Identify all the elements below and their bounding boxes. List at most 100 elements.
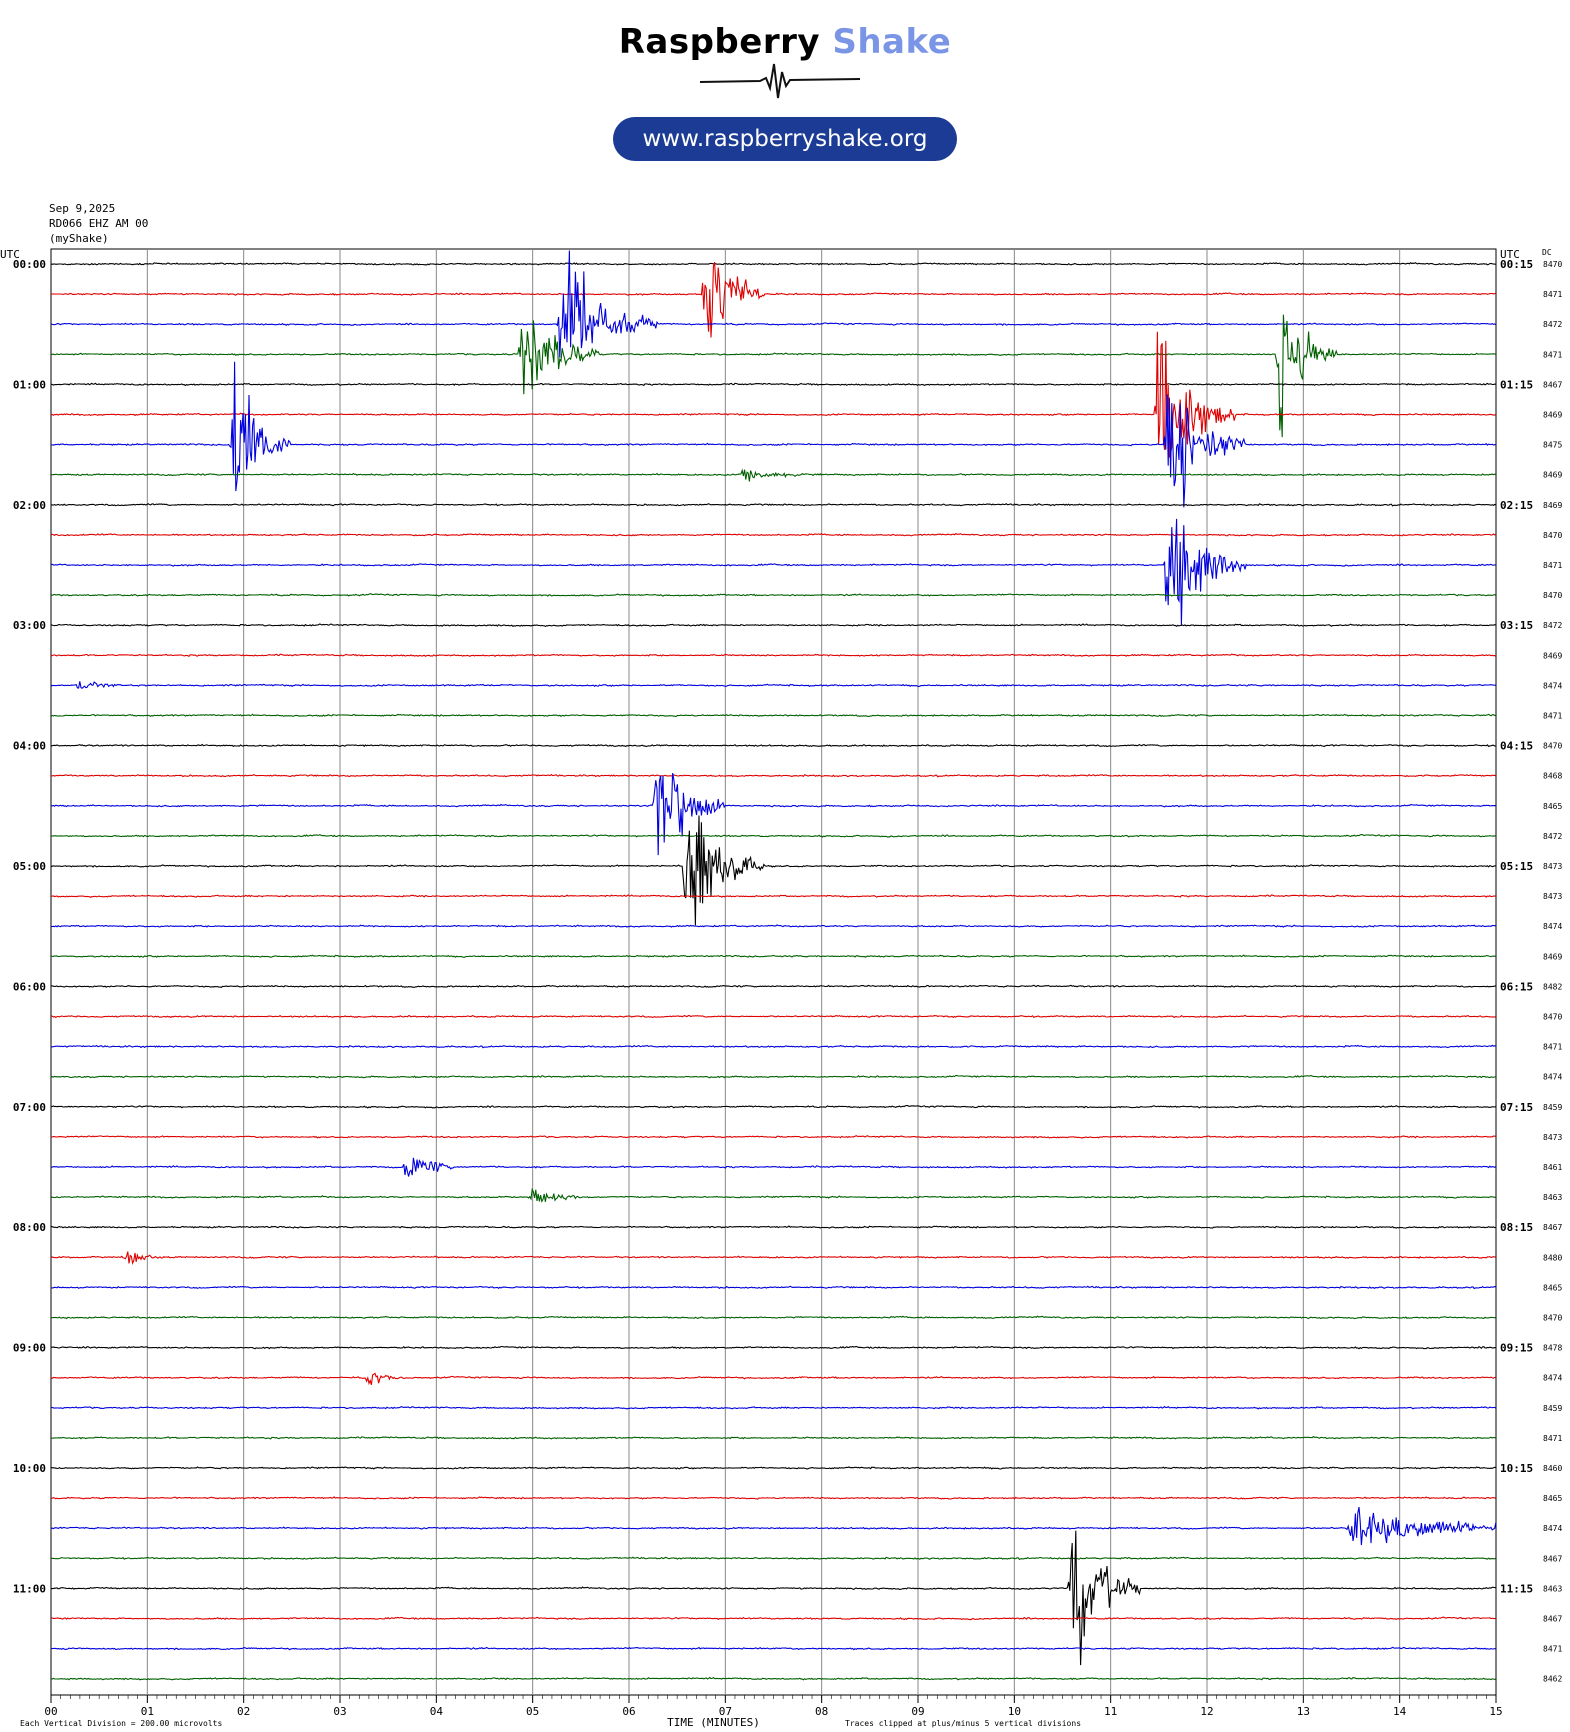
seismic-trace xyxy=(50,502,1496,507)
seismic-trace xyxy=(50,713,1496,718)
dc-offset-value: 8470 xyxy=(1543,531,1562,540)
hour-label-left: 02:00 xyxy=(13,499,46,512)
seismic-trace xyxy=(50,593,1497,597)
hour-label-right: 00:15 xyxy=(1500,258,1533,271)
dc-offset-value: 8469 xyxy=(1543,411,1562,420)
seismic-trace xyxy=(50,653,1497,658)
dc-label: DC xyxy=(1542,248,1552,257)
x-tick-label: 06 xyxy=(622,1705,635,1718)
dc-offset-value: 8471 xyxy=(1543,1434,1562,1443)
seismic-trace xyxy=(50,314,1496,438)
clip-note: Traces clipped at plus/minus 5 vertical … xyxy=(845,1719,1081,1728)
dc-offset-value: 8467 xyxy=(1543,380,1562,389)
dc-offset-value: 8465 xyxy=(1543,1283,1562,1292)
hour-label-right: 08:15 xyxy=(1500,1221,1533,1234)
dc-offset-value: 8472 xyxy=(1543,320,1562,329)
dc-offset-value: 8463 xyxy=(1543,1584,1562,1593)
x-tick-label: 01 xyxy=(141,1705,154,1718)
dc-offset-value: 8470 xyxy=(1543,591,1562,600)
hour-label-left: 04:00 xyxy=(13,740,46,753)
dc-offset-value: 8470 xyxy=(1543,742,1562,751)
dc-offset-value: 8471 xyxy=(1543,290,1562,299)
x-tick-label: 12 xyxy=(1200,1705,1213,1718)
utc-label-right: UTC xyxy=(1500,248,1520,261)
dc-offset-value: 8471 xyxy=(1543,1043,1562,1052)
seismic-trace xyxy=(50,361,1496,508)
hour-label-left: 03:00 xyxy=(13,619,46,632)
seismic-trace xyxy=(50,468,1496,482)
dc-offset-value: 8459 xyxy=(1543,1103,1562,1112)
dc-offset-value: 8467 xyxy=(1543,1615,1562,1624)
dc-offset-value: 8475 xyxy=(1543,441,1562,450)
seismic-trace xyxy=(50,250,1497,358)
seismic-trace xyxy=(50,954,1496,958)
hour-label-left: 08:00 xyxy=(13,1221,46,1234)
hour-label-left: 07:00 xyxy=(13,1101,46,1114)
dc-offset-value: 8469 xyxy=(1543,501,1562,510)
dc-offset-value: 8474 xyxy=(1543,1524,1562,1533)
dc-offset-value: 8474 xyxy=(1543,1073,1562,1082)
header-date: Sep 9,2025 xyxy=(49,202,116,215)
header-station: RD066 EHZ AM 00 xyxy=(49,217,149,230)
x-tick-label: 13 xyxy=(1297,1705,1310,1718)
dc-offset-value: 8469 xyxy=(1543,952,1562,961)
dc-offset-value: 8471 xyxy=(1543,561,1562,570)
hour-label-left: 06:00 xyxy=(13,980,46,993)
seismic-trace xyxy=(50,772,1496,856)
dc-offset-value: 8473 xyxy=(1543,892,1562,901)
logo-word-raspberry: Raspberry xyxy=(618,22,821,62)
seismic-trace xyxy=(50,1646,1496,1651)
hour-label-right: 04:15 xyxy=(1500,740,1533,753)
seismic-trace xyxy=(50,1315,1496,1320)
dc-offset-value: 8471 xyxy=(1543,712,1562,721)
seismic-trace xyxy=(50,924,1496,928)
x-tick-label: 00 xyxy=(44,1705,57,1718)
dc-offset-value: 8472 xyxy=(1543,832,1562,841)
dc-offset-value: 8460 xyxy=(1543,1464,1562,1473)
utc-label-left: UTC xyxy=(0,248,20,261)
seismic-trace xyxy=(50,1251,1496,1266)
seismic-trace xyxy=(50,1405,1497,1410)
dc-offset-value: 8470 xyxy=(1543,1013,1562,1022)
hour-label-left: 01:00 xyxy=(13,378,46,391)
x-tick-label: 08 xyxy=(815,1705,828,1718)
hour-label-left: 09:00 xyxy=(13,1342,46,1355)
dc-offset-value: 8473 xyxy=(1543,862,1562,871)
seismic-trace xyxy=(50,773,1497,778)
dc-offset-value: 8469 xyxy=(1543,651,1562,660)
x-tick-label: 04 xyxy=(430,1705,444,1718)
dc-offset-value: 8469 xyxy=(1543,471,1562,480)
dc-offset-value: 8482 xyxy=(1543,982,1562,991)
seismic-trace xyxy=(50,1075,1496,1079)
hour-label-right: 07:15 xyxy=(1500,1101,1533,1114)
x-axis-label: TIME (MINUTES) xyxy=(667,1716,760,1729)
dc-offset-value: 8462 xyxy=(1543,1675,1562,1684)
hour-label-right: 11:15 xyxy=(1500,1582,1533,1595)
dc-offset-value: 8474 xyxy=(1543,681,1562,690)
dc-offset-value: 8465 xyxy=(1543,802,1562,811)
logo-word-shake: Shake xyxy=(832,22,952,62)
seismic-trace xyxy=(50,1372,1496,1386)
logo-title: Raspberry Shake xyxy=(0,22,1570,62)
hour-label-right: 10:15 xyxy=(1500,1462,1533,1475)
seismic-trace xyxy=(50,518,1496,626)
seismic-trace xyxy=(50,743,1496,748)
x-tick-label: 15 xyxy=(1489,1705,1502,1718)
seismic-trace xyxy=(50,1466,1496,1470)
seismic-trace xyxy=(50,1676,1496,1681)
dc-offset-value: 8471 xyxy=(1543,350,1562,359)
seismic-trace xyxy=(51,1225,1496,1229)
seismic-trace xyxy=(50,1044,1496,1049)
hour-label-left: 05:00 xyxy=(13,860,46,873)
website-link[interactable]: www.raspberryshake.org xyxy=(613,117,957,161)
seismic-trace xyxy=(50,1506,1497,1546)
dc-offset-value: 8468 xyxy=(1543,772,1562,781)
seismic-trace xyxy=(50,1616,1496,1621)
hour-label-right: 03:15 xyxy=(1500,619,1533,632)
seismic-trace xyxy=(50,1530,1496,1666)
dc-offset-value: 8473 xyxy=(1543,1133,1562,1142)
hour-label-left: 11:00 xyxy=(13,1582,46,1595)
hour-label-left: 10:00 xyxy=(13,1462,46,1475)
seismic-trace xyxy=(50,984,1496,989)
